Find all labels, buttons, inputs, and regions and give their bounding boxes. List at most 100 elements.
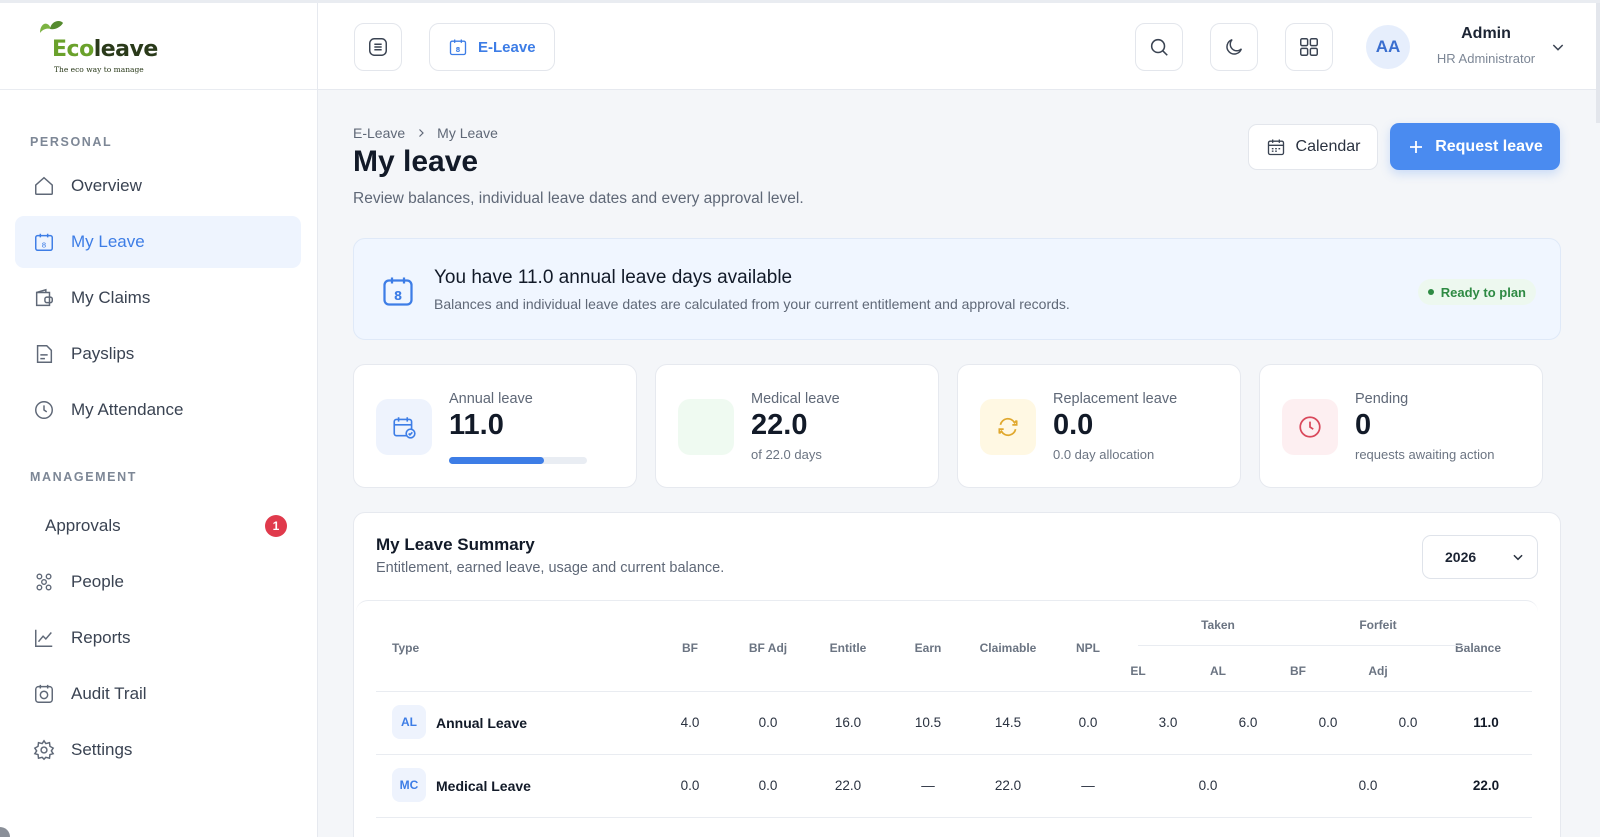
cell-forfeit-bf: 0.0 [1318,715,1338,730]
sidebar-item-payslips[interactable]: Payslips [15,328,301,380]
sidebar-item-label: My Leave [71,232,145,251]
cell-npl: — [1081,778,1095,793]
col-balance: Balance [1454,641,1502,655]
sidebar-item-label: My Attendance [71,400,184,419]
svg-text:8: 8 [394,289,402,303]
progress-fill [449,457,545,464]
sidebar-item-people[interactable]: People [15,556,301,608]
ecoleave-logo[interactable]: Ecoleave The eco way to manage [32,19,158,75]
sidebar: Ecoleave The eco way to manage PERSONAL … [0,3,318,837]
menu-toggle-button[interactable] [354,23,402,71]
stat-card-pending[interactable]: Pending 0 requests awaiting action [1259,364,1543,488]
stat-note: 0.0 day allocation [1053,447,1155,462]
stat-value: 0.0 [1053,409,1094,441]
stat-card-medical-leave[interactable]: Medical leave 22.0 of 22.0 days [655,364,939,488]
top-border [0,0,1600,3]
availability-banner: 8 You have 11.0 annual leave days availa… [353,238,1561,340]
status-badge: Ready to plan [1417,279,1536,305]
brand-area: Ecoleave The eco way to manage [0,3,317,90]
col-forfeit: Forfeit [1359,618,1397,632]
request-leave-button[interactable]: Request leave [1390,123,1560,170]
col-entitle: Entitle [829,641,867,655]
chart-icon [32,626,56,650]
search-button[interactable] [1135,23,1183,71]
stat-value: 22.0 [751,409,808,441]
module-label: E-Leave [478,38,536,56]
col-taken: Taken [1201,618,1235,632]
user-name[interactable]: Admin [1461,25,1511,42]
section-management: MANAGEMENT [30,470,137,484]
breadcrumb-my-leave: My Leave [437,125,498,141]
page-scrollbar[interactable] [1596,3,1600,123]
summary-title: My Leave Summary [376,535,535,554]
document-icon [32,342,56,366]
cell-bf: 4.0 [680,715,700,730]
row-divider [376,754,1532,755]
medical-icon [678,399,734,455]
chevron-down-icon[interactable] [1550,39,1566,55]
scroll-indicator[interactable] [0,827,10,837]
calendar-icon: 8 [383,277,413,306]
stat-label: Annual leave [449,391,533,407]
avatar[interactable]: AA [1366,25,1410,69]
cell-claimable: 14.5 [994,715,1022,730]
list-icon [369,38,387,56]
gear-icon [32,738,56,762]
stat-card-replacement-leave[interactable]: Replacement leave 0.0 0.0 day allocation [957,364,1241,488]
wallet-icon [32,286,56,310]
cell-claimable: 22.0 [994,778,1022,793]
calendar-button-label: Calendar [1295,138,1361,155]
header-divider [376,691,1532,692]
chevron-right-icon [419,129,425,137]
leaf-icon [40,21,63,33]
sidebar-item-reports[interactable]: Reports [15,612,301,664]
year-select-value: 2026 [1445,549,1477,565]
apps-grid-button[interactable] [1285,23,1333,71]
request-leave-label: Request leave [1435,137,1543,155]
audit-icon [32,682,56,706]
refresh-icon [980,399,1036,455]
calendar-button[interactable]: Calendar [1248,124,1378,170]
breadcrumb: E-Leave My Leave [353,125,498,141]
col-forfeit-bf: BF [1290,664,1306,678]
page-subtitle: Review balances, individual leave dates … [353,190,804,207]
calendar-check-icon [376,399,432,455]
sidebar-item-audit-trail[interactable]: Audit Trail [15,668,301,720]
sidebar-item-label: Overview [71,176,142,195]
module-eleave-button[interactable]: 8 E-Leave [429,23,555,71]
sidebar-item-label: Audit Trail [71,684,147,703]
summary-subtitle: Entitlement, earned leave, usage and cur… [376,560,725,576]
sidebar-item-settings[interactable]: Settings [15,724,301,776]
cell-balance: 22.0 [1472,778,1500,793]
col-taken-el: EL [1130,664,1146,678]
breadcrumb-eleave[interactable]: E-Leave [353,125,406,141]
sidebar-item-my-claims[interactable]: My Claims [15,272,301,324]
sidebar-item-my-leave[interactable]: 8 My Leave [15,216,301,268]
page-title: My leave [353,145,479,178]
top-header: 8 E-Leave AA Admin HR Administrator [318,3,1600,90]
leave-summary-table: Type BF BF Adj Entitle Earn Claimable NP… [356,600,1538,837]
cell-bf: 0.0 [680,778,700,793]
col-forfeit-adj: Adj [1368,664,1388,678]
cell-bf-adj: 0.0 [758,715,778,730]
search-icon [1150,38,1168,56]
main-content: E-Leave My Leave My leave Review balance… [318,90,1600,837]
leave-type-name: Annual Leave [436,715,528,731]
calendar-icon [1267,139,1284,156]
sidebar-item-overview[interactable]: Overview [15,160,301,212]
sidebar-item-approvals[interactable]: Approvals 1 [15,500,301,552]
col-claimable: Claimable [979,641,1037,655]
plus-icon [1410,140,1423,153]
year-select[interactable]: 2026 [1422,535,1538,579]
stat-label: Pending [1355,391,1409,407]
stat-label: Medical leave [751,391,840,407]
leave-code-tag: MC [392,768,426,802]
cell-entitle: 16.0 [834,715,862,730]
stat-card-annual-leave[interactable]: Annual leave 11.0 [353,364,637,488]
sidebar-item-my-attendance[interactable]: My Attendance [15,384,301,436]
banner-subtitle: Balances and individual leave dates are … [434,296,1070,312]
stat-label: Replacement leave [1053,391,1178,407]
theme-toggle-button[interactable] [1210,23,1258,71]
cell-earn: — [921,778,935,793]
cell-bf-adj: 0.0 [758,778,778,793]
